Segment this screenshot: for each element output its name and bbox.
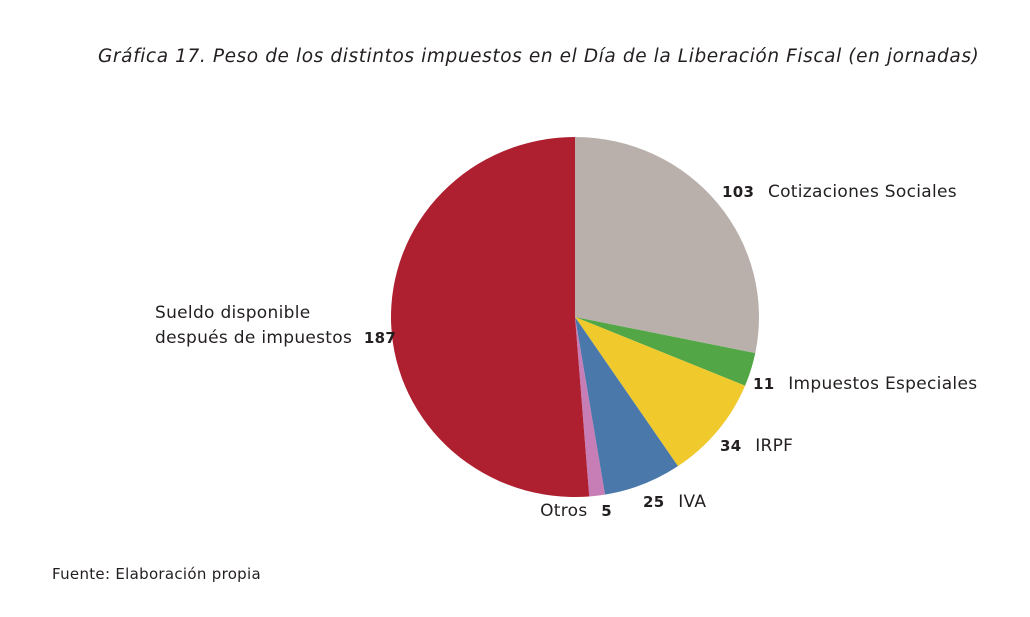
slice-label-sueldo-line2: después de impuestos 187 — [155, 328, 396, 348]
pie-slice-iva — [575, 317, 678, 495]
slice-value-iva: 25 — [643, 493, 664, 511]
slice-name-otros: Otros — [540, 501, 587, 521]
slice-label-iva: 25 IVA — [643, 492, 706, 512]
pie-slices — [390, 136, 760, 497]
slice-label-otros: Otros 5 — [540, 501, 612, 521]
slice-name-cotizaciones: Cotizaciones Sociales — [768, 182, 957, 202]
pie-slice-cotizaciones — [575, 136, 760, 354]
pie-slice-otros — [575, 317, 605, 497]
slice-name-irpf: IRPF — [755, 436, 793, 456]
slice-name-impuestos-especiales: Impuestos Especiales — [788, 374, 977, 394]
slice-label-sueldo-line1: Sueldo disponible — [155, 303, 310, 323]
slice-name-sueldo-line2: después de impuestos — [155, 328, 352, 348]
pie-slice-irpf — [575, 317, 746, 467]
slice-value-irpf: 34 — [720, 437, 741, 455]
slice-label-irpf: 34 IRPF — [720, 436, 793, 456]
slice-value-otros: 5 — [601, 502, 612, 520]
slice-value-impuestos-especiales: 11 — [753, 375, 774, 393]
pie-slice-sueldo — [390, 137, 590, 497]
slice-label-cotizaciones: 103 Cotizaciones Sociales — [722, 182, 957, 202]
slice-value-cotizaciones: 103 — [722, 183, 754, 201]
slice-name-iva: IVA — [678, 492, 706, 512]
slice-value-sueldo: 187 — [364, 329, 396, 347]
slice-label-impuestos-especiales: 11 Impuestos Especiales — [753, 374, 977, 394]
pie-slice-impuestos-especiales — [575, 317, 756, 386]
chart-title: Gráfica 17. Peso de los distintos impues… — [98, 46, 980, 67]
source-note: Fuente: Elaboración propia — [52, 565, 261, 583]
